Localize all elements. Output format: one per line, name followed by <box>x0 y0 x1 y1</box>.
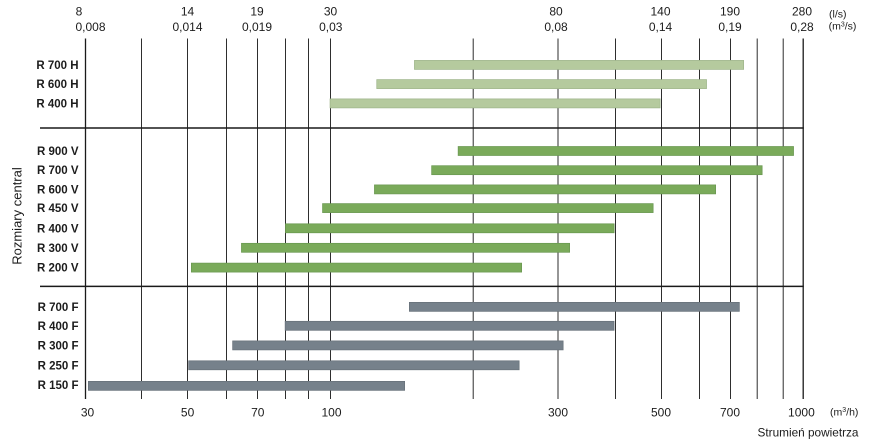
svg-text:80: 80 <box>549 5 563 19</box>
svg-text:30: 30 <box>324 5 338 19</box>
svg-text:(l/s): (l/s) <box>829 9 847 21</box>
svg-text:R 300 F: R 300 F <box>38 340 79 352</box>
svg-text:R 600 V: R 600 V <box>37 184 79 196</box>
svg-text:190: 190 <box>720 5 740 19</box>
svg-text:R 700 F: R 700 F <box>38 302 79 314</box>
svg-text:0,19: 0,19 <box>718 20 742 34</box>
svg-text:R 200 V: R 200 V <box>37 263 79 275</box>
svg-text:R 400 F: R 400 F <box>38 321 79 333</box>
svg-text:30: 30 <box>81 406 95 420</box>
svg-text:0,03: 0,03 <box>319 20 343 34</box>
svg-text:1000: 1000 <box>788 406 815 420</box>
svg-text:(m3/s): (m3/s) <box>829 21 857 33</box>
svg-text:70: 70 <box>251 406 265 420</box>
svg-text:0,08: 0,08 <box>544 20 568 34</box>
svg-text:19: 19 <box>250 5 264 19</box>
svg-text:0,28: 0,28 <box>790 20 814 34</box>
svg-text:R 600 H: R 600 H <box>36 79 78 91</box>
svg-text:R 300 V: R 300 V <box>37 243 79 255</box>
svg-text:0,14: 0,14 <box>649 20 673 34</box>
svg-text:100: 100 <box>321 406 341 420</box>
svg-text:R 700 V: R 700 V <box>37 165 79 177</box>
svg-text:0,008: 0,008 <box>75 20 105 34</box>
svg-text:Strumień powietrza: Strumień powietrza <box>758 425 859 439</box>
svg-text:R 450 V: R 450 V <box>37 203 79 215</box>
svg-text:R 400 V: R 400 V <box>37 223 79 235</box>
svg-text:500: 500 <box>651 406 671 420</box>
svg-text:280: 280 <box>792 5 812 19</box>
svg-text:300: 300 <box>548 406 568 420</box>
svg-text:R 150 F: R 150 F <box>38 380 79 392</box>
svg-text:50: 50 <box>181 406 195 420</box>
svg-text:R 700 H: R 700 H <box>36 60 78 72</box>
svg-text:R 900 V: R 900 V <box>37 146 79 158</box>
svg-text:Rozmiary central: Rozmiary central <box>10 167 25 265</box>
svg-text:R 400 H: R 400 H <box>36 98 78 110</box>
svg-text:(m3/h): (m3/h) <box>830 406 858 418</box>
svg-text:0,019: 0,019 <box>242 20 272 34</box>
svg-text:0,014: 0,014 <box>172 20 202 34</box>
svg-text:14: 14 <box>181 5 195 19</box>
svg-text:700: 700 <box>720 406 740 420</box>
svg-text:R 250 F: R 250 F <box>38 360 79 372</box>
svg-text:8: 8 <box>76 5 83 19</box>
svg-text:140: 140 <box>650 5 670 19</box>
